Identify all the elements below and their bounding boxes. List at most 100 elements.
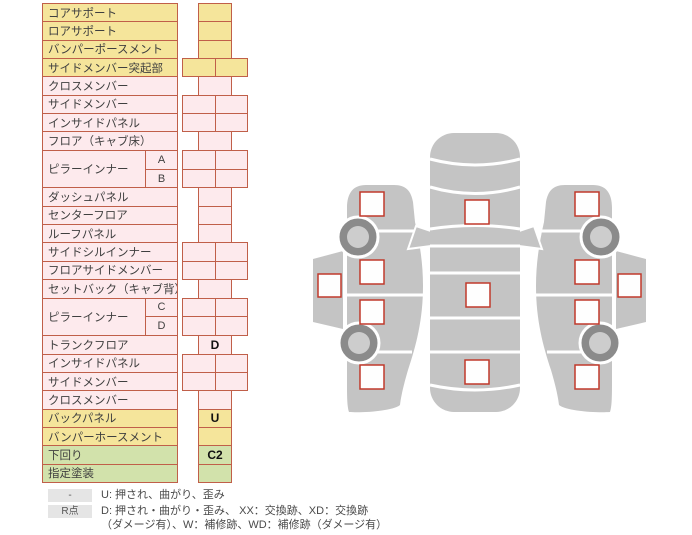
damage-cell[interactable] [214,149,248,170]
sub-label: D [145,316,178,337]
damage-cell[interactable] [198,39,232,60]
damage-cell[interactable] [214,113,248,133]
part-row: フロアサイドメンバー [42,260,248,281]
part-label-block: インサイドパネル [42,353,178,373]
part-row: クロスメンバー [42,76,248,96]
damage-cell[interactable] [182,149,216,170]
damage-cell[interactable] [182,297,216,318]
damage-cell[interactable] [214,94,248,115]
part-label: トランクフロア [42,335,178,355]
part-row: フロア（キャブ床） [42,131,248,151]
part-label: サイドメンバー [42,371,178,392]
part-label: ルーフパネル [42,224,178,244]
damage-cell[interactable] [198,224,232,244]
part-label-block: センターフロア [42,205,178,226]
part-label-block: 下回り [42,445,178,465]
part-row: ピラーインナー A B [42,149,248,189]
part-label: クロスメンバー [42,390,178,410]
cell-block [182,260,248,281]
checkbox-left-rear-door[interactable] [359,299,385,325]
damage-cell[interactable]: U [198,408,232,428]
part-label: コアサポート [42,3,178,23]
checkbox-roof[interactable] [465,282,491,308]
cell-block [182,3,248,23]
damage-cell[interactable] [182,58,216,78]
sub-label: C [145,297,178,318]
part-label-block: ピラーインナー A B [42,149,178,189]
damage-cell[interactable] [214,316,248,337]
legend-text-line: （ダメージ有）、W：補修跡、WD：補修跡（ダメージ有） [101,519,388,531]
damage-cell[interactable] [182,353,216,373]
damage-cell[interactable] [182,260,216,281]
damage-cell[interactable] [182,242,216,262]
part-label-block: バンパーホースメント [42,426,178,447]
part-label: バックパネル [42,408,178,428]
part-label: ロアサポート [42,21,178,41]
damage-cell[interactable] [214,297,248,318]
checkbox-right-front-fender[interactable] [574,191,600,217]
cell-block [182,390,248,410]
checkbox-left-rear-fender[interactable] [359,364,385,390]
damage-cell[interactable] [214,260,248,281]
damage-cell[interactable] [182,371,216,392]
checkbox-right-sill[interactable] [617,273,642,298]
damage-cell[interactable] [214,58,248,78]
part-label: バンパーポースメント [42,39,178,60]
damage-cell[interactable] [214,371,248,392]
cell-block [182,131,248,151]
damage-cell[interactable] [198,21,232,41]
part-label-block: フロア（キャブ床） [42,131,178,151]
damage-cell[interactable] [182,113,216,133]
part-label-block: クロスメンバー [42,76,178,96]
damage-cell[interactable] [198,76,232,96]
part-label-block: ルーフパネル [42,224,178,244]
checkbox-trunk[interactable] [464,359,490,385]
damage-cell[interactable] [198,187,232,207]
damage-cell[interactable] [198,3,232,23]
part-label-block: ピラーインナー C D [42,297,178,337]
damage-cell[interactable]: C2 [198,445,232,465]
checkbox-hood[interactable] [464,199,490,225]
checkbox-left-front-fender[interactable] [359,191,385,217]
damage-cell[interactable] [198,279,232,299]
damage-cell[interactable] [182,168,216,189]
part-label: ダッシュパネル [42,187,178,207]
cell-block: C2 [182,445,248,465]
checkbox-left-sill[interactable] [317,273,342,298]
damage-cell[interactable]: D [198,335,232,355]
car-diagram [311,133,648,414]
damage-cell[interactable] [214,168,248,189]
legend-text-line: U: 押され、曲がり、歪み [101,489,225,501]
part-label-block: バックパネル [42,408,178,428]
panel-divider [429,224,521,231]
damage-cell[interactable] [198,390,232,410]
damage-cell[interactable] [214,353,248,373]
damage-cell[interactable] [198,463,232,483]
checkbox-right-rear-fender[interactable] [574,364,600,390]
damage-cell[interactable] [198,426,232,447]
cell-block [182,224,248,244]
part-row: ロアサポート [42,21,248,41]
part-label: サイドメンバー [42,94,178,115]
damage-cell[interactable] [198,131,232,151]
part-label-block: サイドメンバー [42,371,178,392]
checkbox-right-rear-door[interactable] [574,299,600,325]
cell-block [182,113,248,133]
damage-cell[interactable] [198,205,232,226]
part-label: 下回り [42,445,178,465]
checkbox-left-front-door[interactable] [359,259,385,285]
part-label: セットバック（キャブ背） [42,279,178,299]
damage-cell[interactable] [214,242,248,262]
cell-block [182,297,248,337]
damage-cell[interactable] [182,94,216,115]
part-row: サイドメンバー [42,94,248,115]
part-label: インサイドパネル [42,113,178,133]
checkbox-right-front-door[interactable] [574,259,600,285]
part-row: ピラーインナー C D [42,297,248,337]
part-label-block: クロスメンバー [42,390,178,410]
cell-block [182,279,248,299]
damage-cell[interactable] [182,316,216,337]
part-label: ピラーインナー [42,149,146,189]
part-row: バンパーポースメント [42,39,248,60]
